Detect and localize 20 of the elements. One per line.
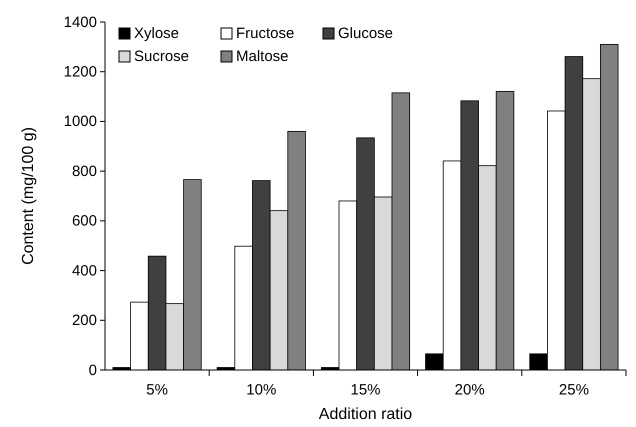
legend-label: Xylose bbox=[134, 25, 180, 42]
legend-label: Glucose bbox=[338, 25, 394, 42]
legend-label: Sucrose bbox=[134, 48, 190, 65]
y-tick-label: 800 bbox=[72, 162, 97, 180]
x-tick-label: 5% bbox=[146, 382, 168, 399]
x-tick-label: 15% bbox=[350, 382, 381, 399]
y-tick-label: 1000 bbox=[64, 113, 97, 130]
y-tick-label: 200 bbox=[72, 312, 97, 330]
x-tick-label: 10% bbox=[246, 382, 276, 399]
y-axis-title: Content (mg/100 g) bbox=[20, 127, 37, 265]
x-tick-label: 20% bbox=[454, 382, 485, 399]
y-tick-label: 1400 bbox=[64, 14, 97, 31]
y-tick-label: 0 bbox=[88, 362, 97, 379]
y-tick-label: 600 bbox=[72, 212, 97, 230]
legend-label: Fructose bbox=[236, 25, 294, 42]
legend-label: Maltose bbox=[236, 48, 289, 65]
y-tick-label: 400 bbox=[72, 262, 97, 280]
y-tick-label: 1200 bbox=[64, 64, 97, 81]
x-tick-label: 25% bbox=[558, 382, 589, 399]
x-axis-title: Addition ratio bbox=[318, 406, 412, 423]
